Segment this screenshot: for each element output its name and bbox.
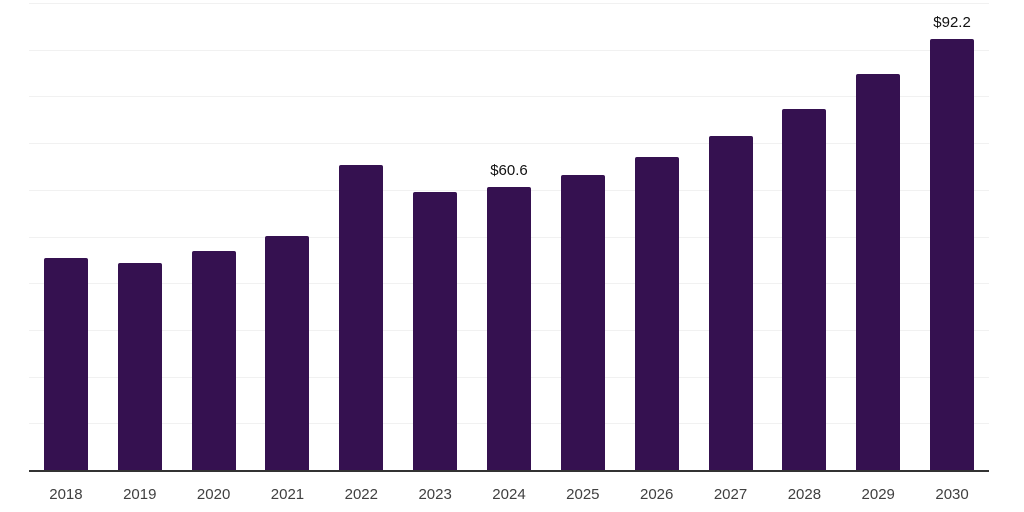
bar-2025 [560, 174, 605, 470]
bar-2020 [191, 250, 236, 470]
x-axis-tick-label-2021: 2021 [270, 486, 305, 503]
gridline [29, 143, 989, 145]
x-axis-line [29, 470, 989, 472]
bar-2024 [487, 186, 531, 470]
bar-2023 [413, 192, 458, 470]
x-axis-tick-label-2022: 2022 [344, 486, 378, 503]
bar-value-label-2030: $92.2 [933, 14, 971, 32]
x-axis-tick-label-2023: 2023 [418, 486, 452, 503]
x-axis-tick-label-2019: 2019 [123, 486, 157, 503]
bar-2019 [117, 263, 162, 470]
bar-2029 [856, 73, 901, 470]
x-axis-tick-label-2018: 2018 [49, 486, 83, 503]
bar-2027 [708, 136, 753, 470]
gridline [29, 96, 989, 98]
x-axis-tick-label-2024: 2024 [492, 486, 526, 503]
bar-2030 [930, 39, 975, 470]
bar-value-label-2024: $60.6 [490, 161, 528, 179]
x-axis-tick-label-2027: 2027 [713, 486, 748, 503]
x-axis-tick-label-2025: 2025 [566, 486, 600, 503]
x-axis-tick-label-2020: 2020 [196, 486, 231, 503]
gridline [29, 49, 989, 51]
x-axis-tick-label-2028: 2028 [787, 486, 822, 503]
bar-2022 [339, 165, 384, 470]
bar-2026 [634, 157, 679, 470]
bar-2021 [265, 236, 310, 470]
x-axis-tick-label-2029: 2029 [861, 486, 895, 503]
x-axis-tick-label-2026: 2026 [640, 486, 674, 503]
bar-2018 [43, 257, 88, 470]
x-axis-tick-label-2030: 2030 [935, 486, 969, 503]
bar-2028 [782, 109, 827, 470]
gridline [29, 3, 989, 4]
